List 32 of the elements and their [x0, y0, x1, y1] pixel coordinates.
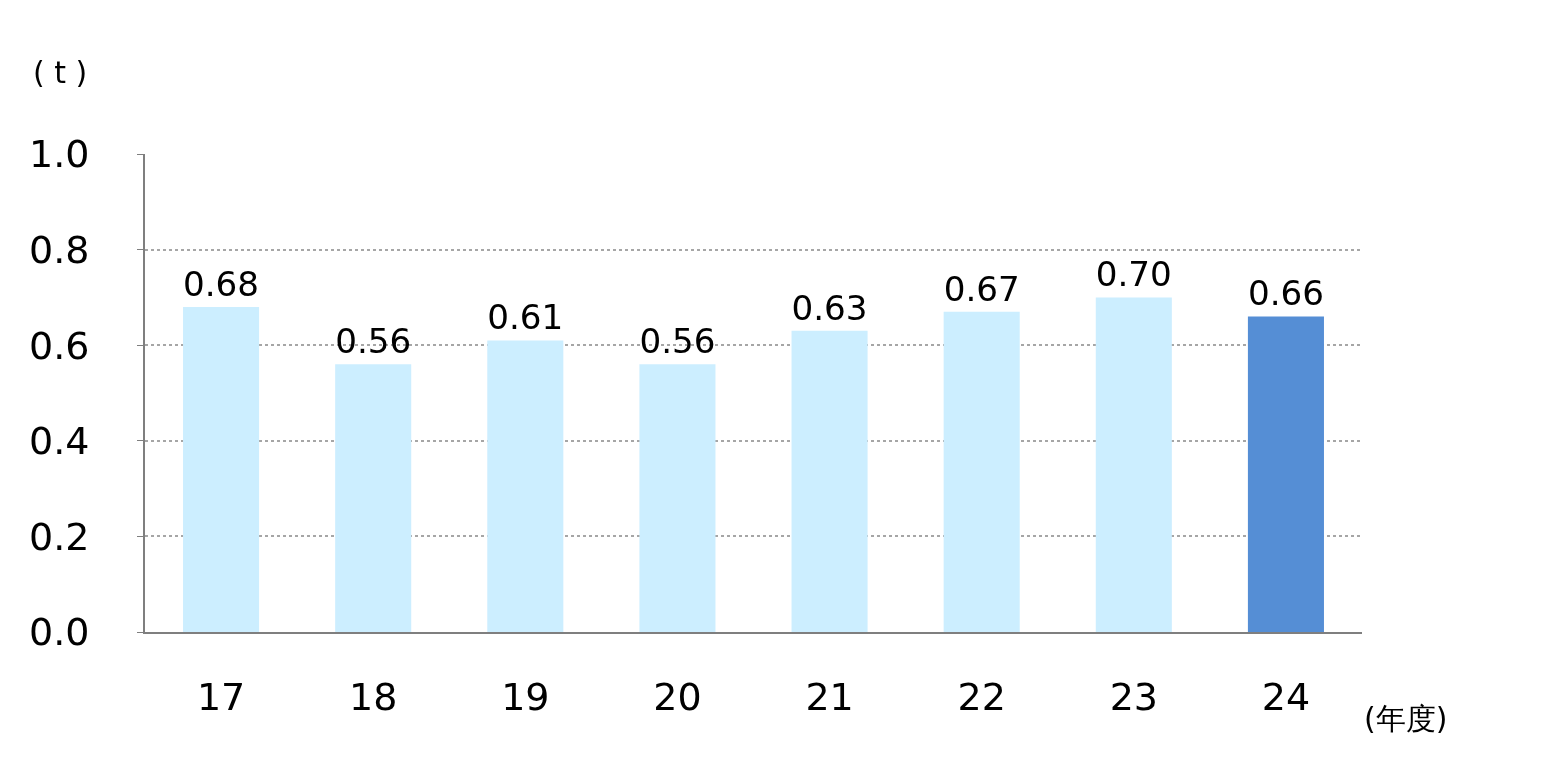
bar [791, 330, 868, 632]
data-label: 0.70 [1095, 254, 1172, 295]
bar [487, 340, 564, 632]
data-label: 0.61 [487, 297, 564, 338]
y-tick-label: 0.0 [28, 610, 90, 655]
data-label: 0.68 [183, 263, 260, 304]
data-label: 0.67 [943, 268, 1020, 309]
y-tick-label: 0.2 [28, 514, 90, 559]
bar [1095, 297, 1172, 632]
x-tick-label: 17 [196, 674, 246, 719]
y-tick-label: 0.8 [28, 227, 90, 272]
x-tick-label: 22 [957, 674, 1006, 719]
y-tick-label: 0.6 [28, 323, 90, 368]
x-tick-label: 21 [805, 674, 854, 719]
x-axis-title: (年度) [1364, 701, 1448, 736]
data-label: 0.56 [335, 321, 412, 362]
data-label: 0.63 [791, 287, 868, 328]
bar [639, 364, 716, 632]
x-tick-label: 18 [349, 674, 398, 719]
data-label: 0.66 [1247, 273, 1324, 314]
y-tick-label: 1.0 [28, 132, 90, 177]
bar [335, 364, 412, 632]
x-tick-label: 24 [1261, 674, 1311, 719]
bar [1247, 316, 1324, 632]
y-tick-label: 0.4 [28, 419, 90, 464]
bar [183, 306, 260, 632]
y-axis-title: ( t ) [33, 55, 88, 90]
bar [943, 311, 1020, 632]
x-tick-label: 19 [501, 674, 550, 719]
x-tick-label: 20 [653, 674, 702, 719]
x-tick-label: 23 [1109, 674, 1158, 719]
data-label: 0.56 [639, 321, 716, 362]
